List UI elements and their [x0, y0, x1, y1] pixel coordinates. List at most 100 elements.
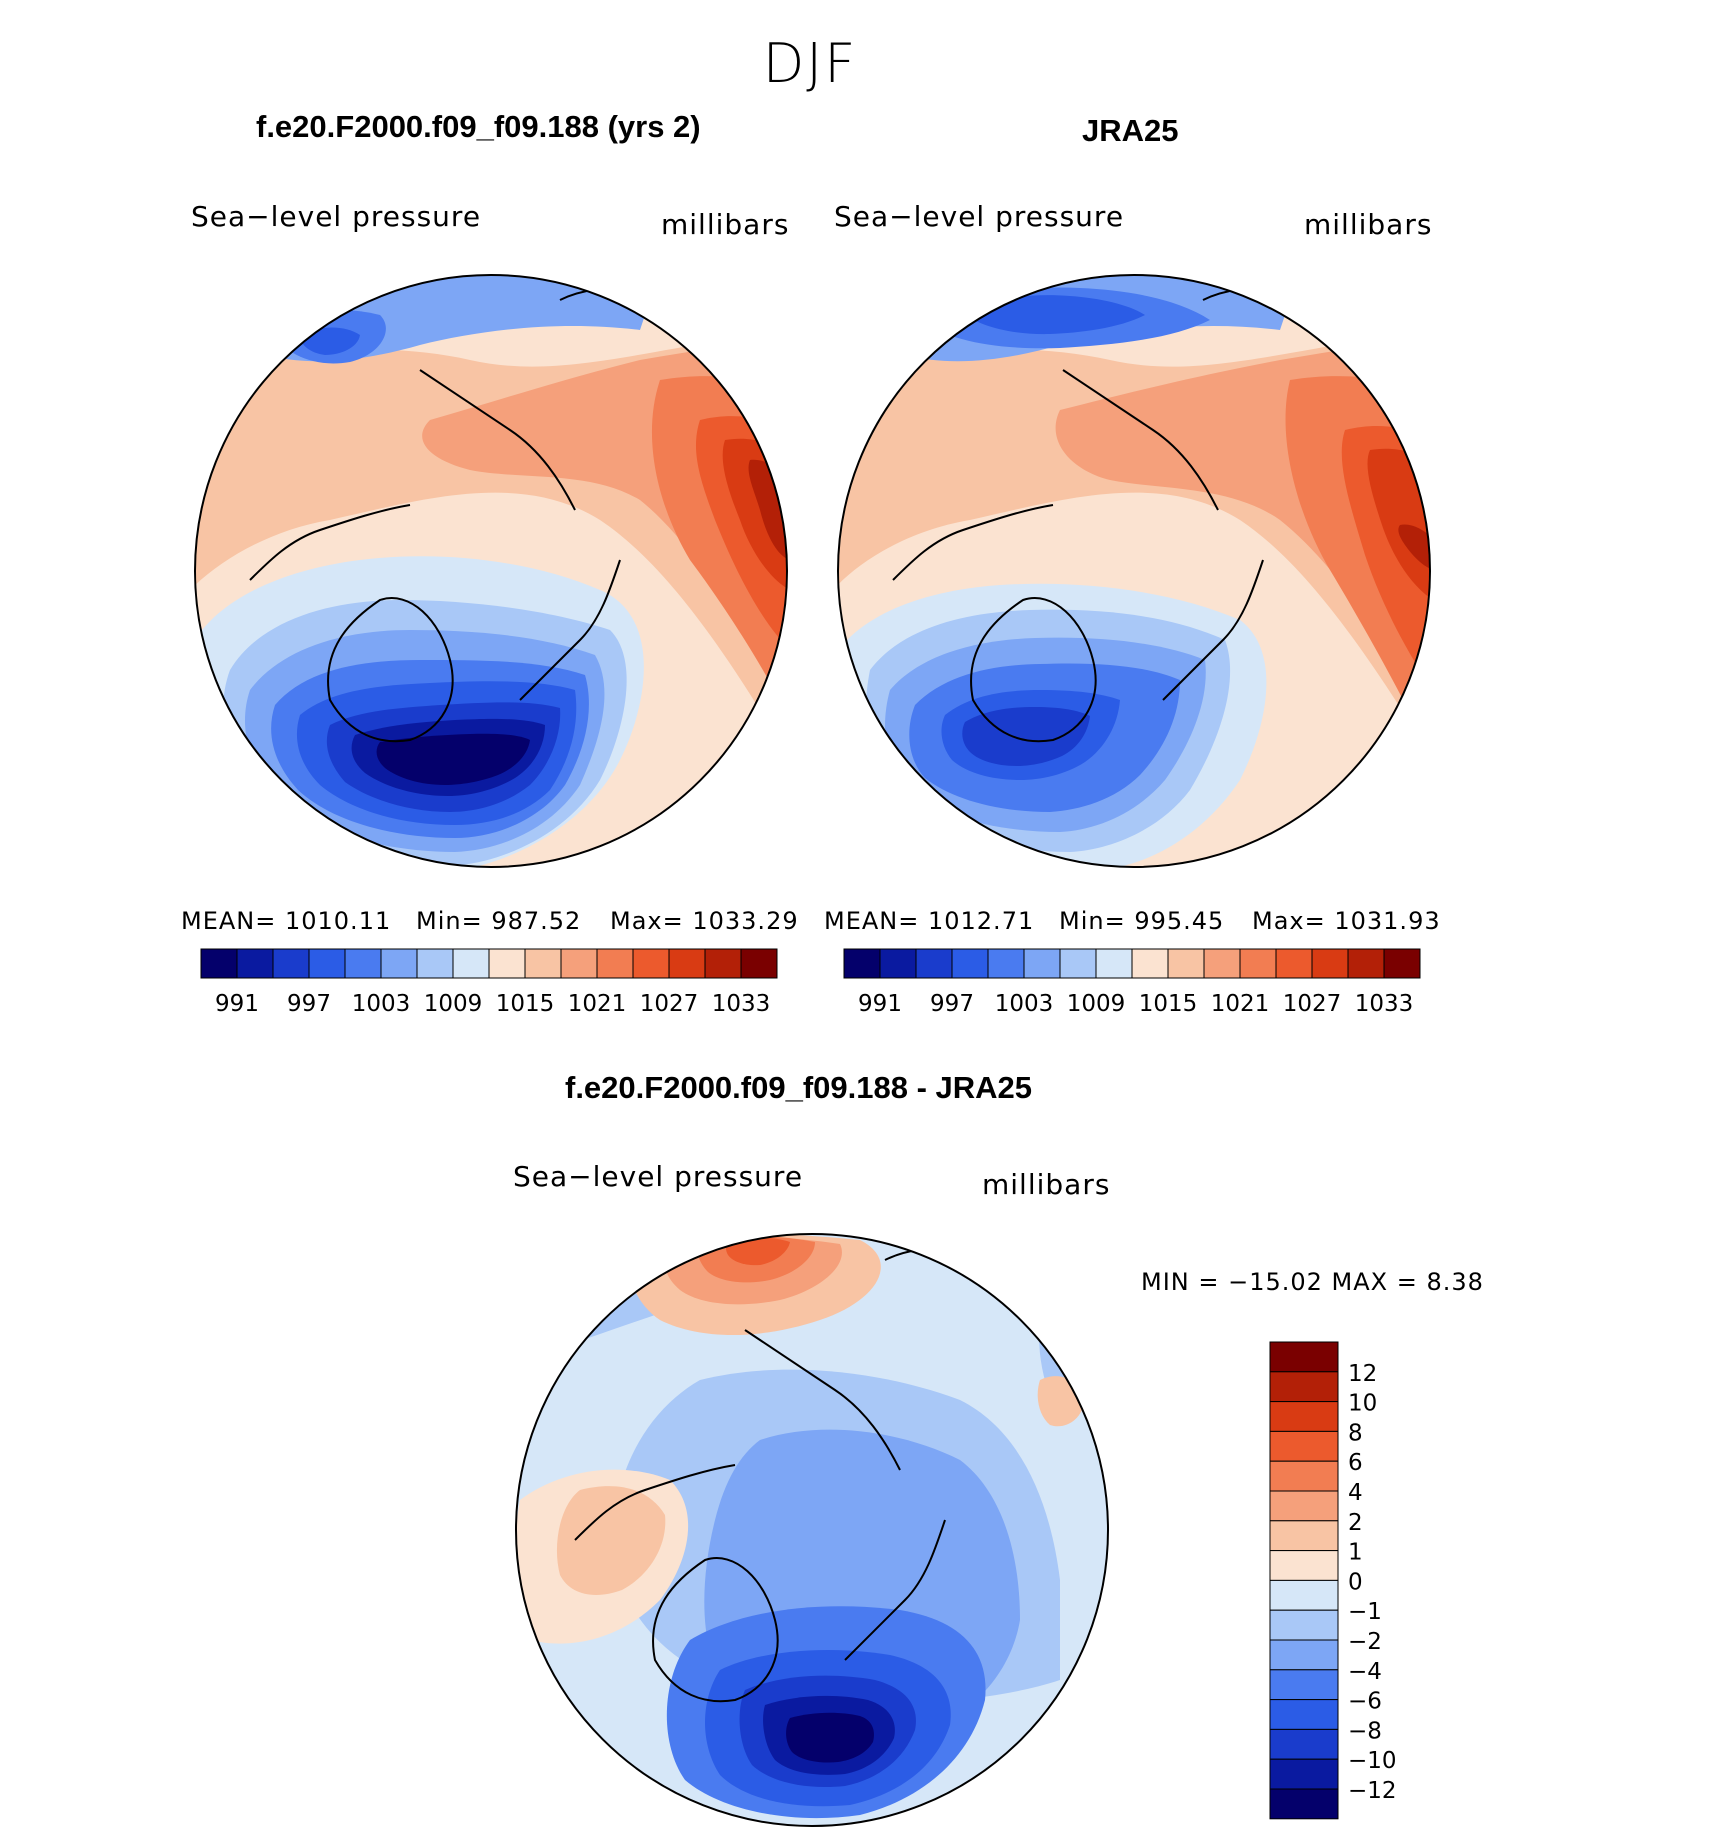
obs-min: Min= 995.45 — [1059, 907, 1225, 935]
diff-colorbar-tick-label: −4 — [1348, 1659, 1382, 1685]
diff-colorbar-box — [1269, 1669, 1339, 1701]
diff-pos-6 — [556, 1486, 666, 1595]
diff-coastline-continents — [564, 1247, 966, 1661]
obs-colorbar-box — [987, 948, 1025, 979]
diff-colorbar-box — [1269, 1579, 1339, 1611]
diff-neg-peak — [786, 1712, 874, 1763]
diff-colorbar-tick-label: 1 — [1348, 1540, 1363, 1566]
diff-map-frame — [515, 1233, 1109, 1827]
obs-colorbar-tick-label: 991 — [858, 991, 902, 1017]
model-colorbar-tick-label: 1027 — [640, 991, 699, 1017]
diff-colorbar-tick-label: −6 — [1348, 1689, 1382, 1715]
model-colorbar-box — [344, 948, 382, 979]
obs-colorbar-box — [1347, 948, 1385, 979]
diff-colorbar-tick-label: 10 — [1348, 1391, 1377, 1417]
model-colorbar-box — [740, 948, 778, 979]
diff-colorbar-box — [1269, 1460, 1339, 1492]
diff-minmax: MIN = −15.02 MAX = 8.38 — [1141, 1268, 1484, 1296]
model-colorbar-box — [308, 948, 346, 979]
diff-coastline-greenland — [652, 1557, 779, 1703]
obs-colorbar-box — [1023, 948, 1061, 979]
obs-coastline-greenland — [970, 597, 1097, 743]
diff-colorbar-box — [1269, 1758, 1339, 1790]
model-colorbar-box — [596, 948, 634, 979]
model-mean: MEAN= 1010.11 — [181, 907, 392, 935]
obs-pacific-high-core — [1367, 448, 1430, 600]
diff-colorbar-box — [1269, 1341, 1339, 1373]
obs-colorbar-tick-label: 1015 — [1139, 991, 1198, 1017]
obs-colorbar-box — [1239, 948, 1277, 979]
model-colorbar-box — [236, 948, 274, 979]
obs-colorbar-tick-label: 1003 — [995, 991, 1054, 1017]
model-colorbar-box — [488, 948, 526, 979]
model-colorbar-tick-label: 997 — [287, 991, 331, 1017]
model-colorbar-box — [560, 948, 598, 979]
diff-colorbar-box — [1269, 1788, 1339, 1820]
diff-colorbar-box — [1269, 1728, 1339, 1760]
model-aleutian-low-peak — [300, 327, 360, 355]
obs-atlantic-low-6 — [962, 707, 1090, 766]
obs-pacific-high-peak — [1398, 524, 1430, 570]
model-map-frame — [194, 274, 788, 868]
model-coastline-continents — [239, 287, 641, 701]
diff-units-label: millibars — [982, 1168, 1111, 1201]
diff-colorbar-box — [1269, 1699, 1339, 1730]
model-colorbar-tick-label: 1015 — [496, 991, 555, 1017]
model-colorbar-box — [272, 948, 310, 979]
obs-colorbar: 991 997 1003 1009 1015 1021 1027 1033 — [843, 948, 1421, 1017]
model-colorbar-tick-label: 1009 — [424, 991, 483, 1017]
diff-colorbar-box — [1269, 1520, 1339, 1552]
obs-max: Max= 1031.93 — [1252, 907, 1441, 935]
model-colorbar-box — [668, 948, 706, 979]
obs-colorbar-box — [1131, 948, 1169, 979]
model-colorbar-box — [524, 948, 562, 979]
diff-colorbar-box — [1269, 1490, 1339, 1522]
obs-colorbar-box — [1167, 948, 1205, 979]
diff-colorbar-box — [1269, 1609, 1339, 1641]
model-variable-label: Sea−level pressure — [191, 200, 482, 233]
diff-colorbar-tick-label: 6 — [1348, 1450, 1363, 1476]
model-colorbar-tick-label: 1003 — [352, 991, 411, 1017]
diff-colorbar-tick-label: −8 — [1348, 1718, 1382, 1744]
diff-colorbar-box — [1269, 1371, 1339, 1403]
obs-colorbar-tick-label: 1009 — [1067, 991, 1126, 1017]
obs-coastline-continents — [882, 287, 1284, 701]
obs-colorbar-box — [1383, 948, 1421, 979]
obs-colorbar-box — [843, 948, 881, 979]
diff-colorbar-box — [1269, 1639, 1339, 1671]
model-coastline-greenland — [327, 597, 454, 743]
diff-colorbar-tick-label: 0 — [1348, 1569, 1363, 1595]
obs-colorbar-box — [1203, 948, 1241, 979]
main-title: DJF — [762, 32, 858, 95]
diff-colorbar-box — [1269, 1401, 1339, 1432]
obs-colorbar-tick-label: 1027 — [1283, 991, 1342, 1017]
model-colorbar: 991 997 1003 1009 1015 1021 1027 1033 — [200, 948, 778, 1017]
model-colorbar-tick-label: 1021 — [568, 991, 627, 1017]
obs-colorbar-box — [915, 948, 953, 979]
diff-colorbar-box — [1269, 1550, 1339, 1581]
obs-colorbar-tick-label: 1033 — [1355, 991, 1414, 1017]
diff-colorbar-tick-label: −12 — [1348, 1778, 1397, 1804]
obs-colorbar-tick-label: 1021 — [1211, 991, 1270, 1017]
diff-map — [516, 1234, 1108, 1826]
obs-colorbar-box — [1275, 948, 1313, 979]
model-panel-title: f.e20.F2000.f09_f09.188 (yrs 2) — [256, 109, 701, 144]
model-colorbar-box — [200, 948, 238, 979]
diff-colorbar-tick-label: −2 — [1348, 1629, 1382, 1655]
diff-colorbar-tick-label: −10 — [1348, 1748, 1397, 1774]
model-colorbar-box — [416, 948, 454, 979]
obs-colorbar-box — [1059, 948, 1097, 979]
model-colorbar-box — [452, 948, 490, 979]
obs-colorbar-box — [1311, 948, 1349, 979]
model-max: Max= 1033.29 — [610, 907, 799, 935]
model-colorbar-tick-label: 1033 — [712, 991, 771, 1017]
diff-colorbar-tick-label: 8 — [1348, 1420, 1363, 1446]
model-colorbar-box — [380, 948, 418, 979]
diff-pos-4 — [725, 1237, 790, 1266]
diff-panel-title: f.e20.F2000.f09_f09.188 - JRA25 — [565, 1070, 1033, 1105]
model-colorbar-box — [704, 948, 742, 979]
obs-mean: MEAN= 1012.71 — [824, 907, 1035, 935]
diff-colorbar-box — [1269, 1430, 1339, 1462]
model-atlantic-low-peak — [376, 733, 530, 785]
